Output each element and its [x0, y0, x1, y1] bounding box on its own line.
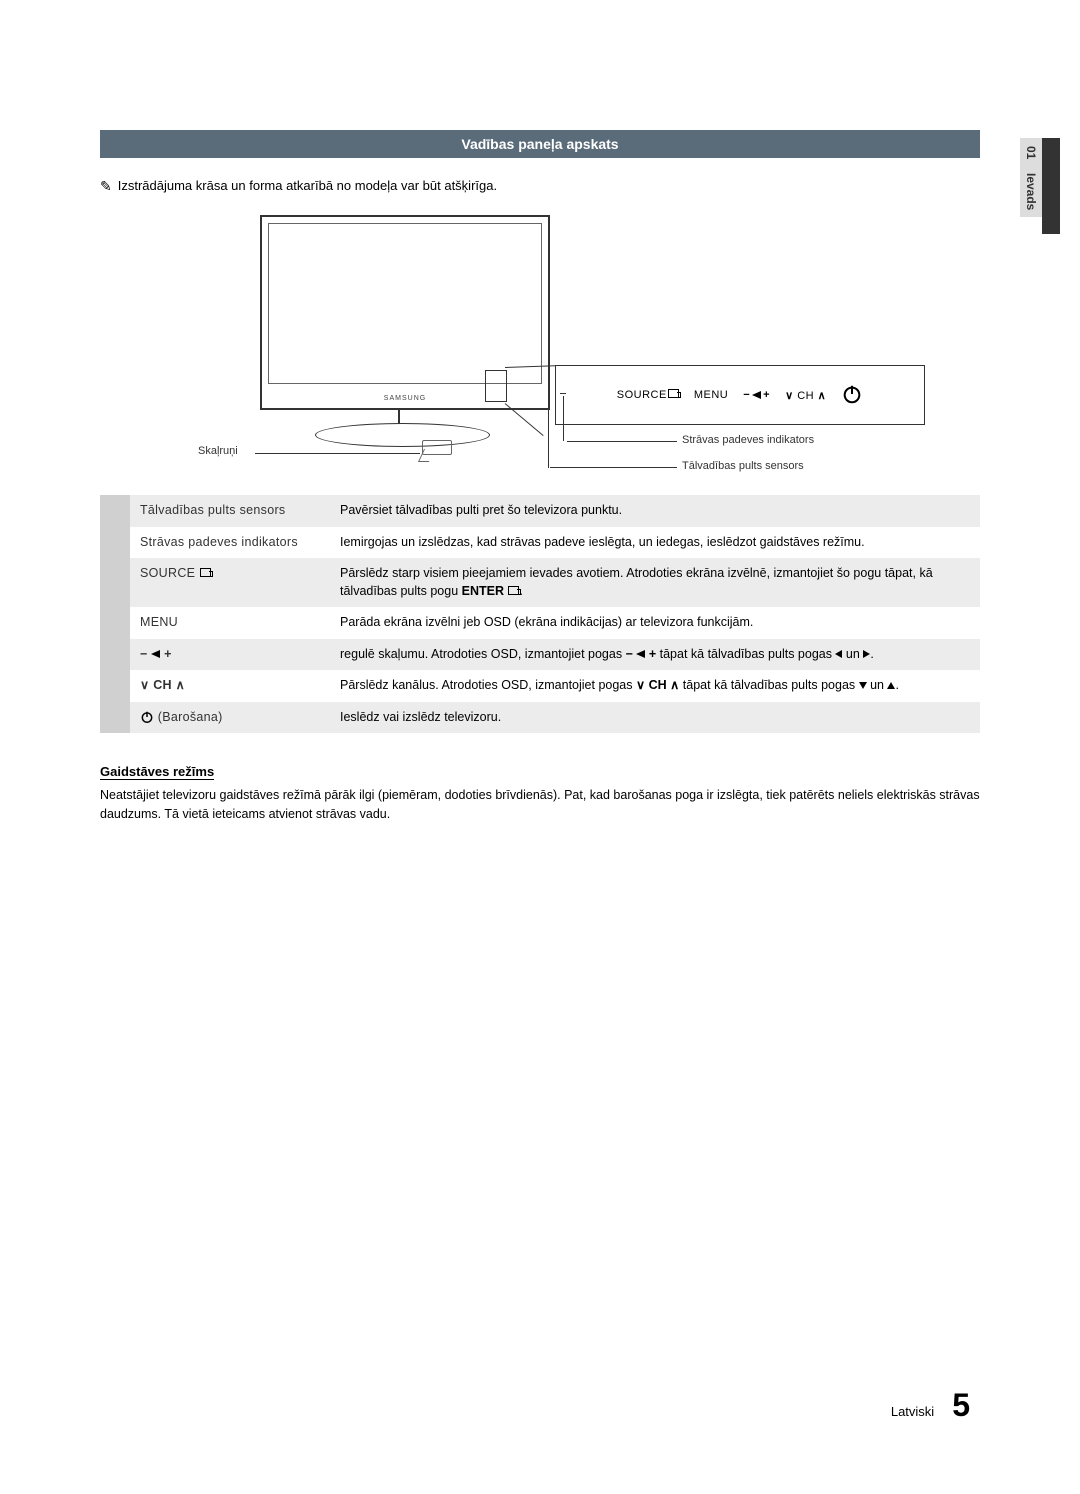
- panel-ch-label: ∨ CH ∧: [785, 389, 826, 402]
- row-label: Strāvas padeves indikators: [130, 527, 330, 559]
- zoom-source-rect: [485, 370, 507, 402]
- row-label-power: (Barošana): [130, 702, 330, 734]
- table-row: Tālvadības pults sensors Pavērsiet tālva…: [100, 495, 980, 527]
- source-icon: [668, 389, 679, 398]
- table-row: MENU Parāda ekrāna izvēlni jeb OSD (ekrā…: [100, 607, 980, 639]
- row-label-ch: ∨ CH ∧: [130, 670, 330, 702]
- page-footer: Latviski 5: [891, 1387, 970, 1424]
- callout-line: [563, 396, 564, 441]
- chapter-label: Ievads: [1020, 167, 1042, 216]
- row-label: MENU: [130, 607, 330, 639]
- row-label: Tālvadības pults sensors: [130, 495, 330, 527]
- note-text: Izstrādājuma krāsa un forma atkarībā no …: [118, 178, 497, 193]
- table-row: ∨ CH ∧ Pārslēdz kanālus. Atrodoties OSD,…: [100, 670, 980, 702]
- speakers-callout: Skaļruņi: [198, 445, 238, 457]
- row-desc: regulē skaļumu. Atrodoties OSD, izmantoj…: [330, 639, 980, 671]
- power-icon: [140, 710, 154, 724]
- source-icon: [200, 568, 211, 577]
- standby-heading: Gaidstāves režīms: [100, 764, 214, 780]
- row-desc: Iemirgojas un izslēdzas, kad strāvas pad…: [330, 527, 980, 559]
- section-title: Vadības paneļa apskats: [100, 130, 980, 158]
- row-desc: Ieslēdz vai izslēdz televizoru.: [330, 702, 980, 734]
- enter-icon: [508, 586, 519, 595]
- power-icon: [841, 383, 863, 408]
- callout-line: [548, 398, 549, 468]
- row-desc: Pavērsiet tālvadības pulti pret šo telev…: [330, 495, 980, 527]
- callout-line: [255, 453, 420, 454]
- volume-triangle-icon: [752, 391, 761, 399]
- sensor-callout: Tālvadības pults sensors: [682, 460, 804, 472]
- footer-language: Latviski: [891, 1404, 934, 1419]
- page-number: 5: [952, 1387, 970, 1424]
- callout-line: [567, 441, 677, 442]
- down-arrow-icon: [859, 682, 867, 689]
- note-icon: ✎: [100, 178, 112, 195]
- table-row: (Barošana) Ieslēdz vai izslēdz televizor…: [100, 702, 980, 734]
- side-chapter-tab: 01 Ievads: [1020, 138, 1060, 234]
- panel-menu-label: MENU: [694, 389, 728, 401]
- row-desc: Pārslēdz kanālus. Atrodoties OSD, izmant…: [330, 670, 980, 702]
- tv-stand-base: [315, 423, 490, 447]
- power-indicator-callout: Strāvas padeves indikators: [682, 434, 814, 446]
- panel-volume-label: − +: [743, 389, 770, 401]
- tv-brand-logo: SAMSUNG: [384, 395, 426, 402]
- row-desc: Pārslēdz starp visiem pieejamiem ievades…: [330, 558, 980, 607]
- standby-text: Neatstājiet televizoru gaidstāves režīmā…: [100, 786, 980, 824]
- row-desc: Parāda ekrāna izvēlni jeb OSD (ekrāna in…: [330, 607, 980, 639]
- volume-triangle-icon: [151, 650, 160, 658]
- table-row: Strāvas padeves indikators Iemirgojas un…: [100, 527, 980, 559]
- controls-table: Tālvadības pults sensors Pavērsiet tālva…: [100, 495, 980, 733]
- tv-screen: [268, 223, 542, 384]
- tv-diagram: SAMSUNG SOURCE MENU − + ∨ CH ∧ Skaļruņi …: [190, 215, 890, 475]
- table-row: − + regulē skaļumu. Atrodoties OSD, izma…: [100, 639, 980, 671]
- product-note: ✎ Izstrādājuma krāsa un forma atkarībā n…: [100, 178, 980, 195]
- chapter-number: 01: [1020, 138, 1042, 167]
- standby-section: Gaidstāves režīms Neatstājiet televizoru…: [100, 763, 980, 824]
- speaker-shape: [422, 440, 452, 455]
- side-tab-marker: [1042, 138, 1060, 234]
- panel-source-label: SOURCE: [617, 389, 679, 401]
- row-label-volume: − +: [130, 639, 330, 671]
- callout-line: [560, 393, 566, 394]
- row-label: SOURCE: [130, 558, 330, 607]
- callout-line: [550, 467, 677, 468]
- control-panel-zoom: SOURCE MENU − + ∨ CH ∧: [555, 365, 925, 425]
- volume-triangle-icon: [636, 650, 645, 658]
- table-row: SOURCE Pārslēdz starp visiem pieejamiem …: [100, 558, 980, 607]
